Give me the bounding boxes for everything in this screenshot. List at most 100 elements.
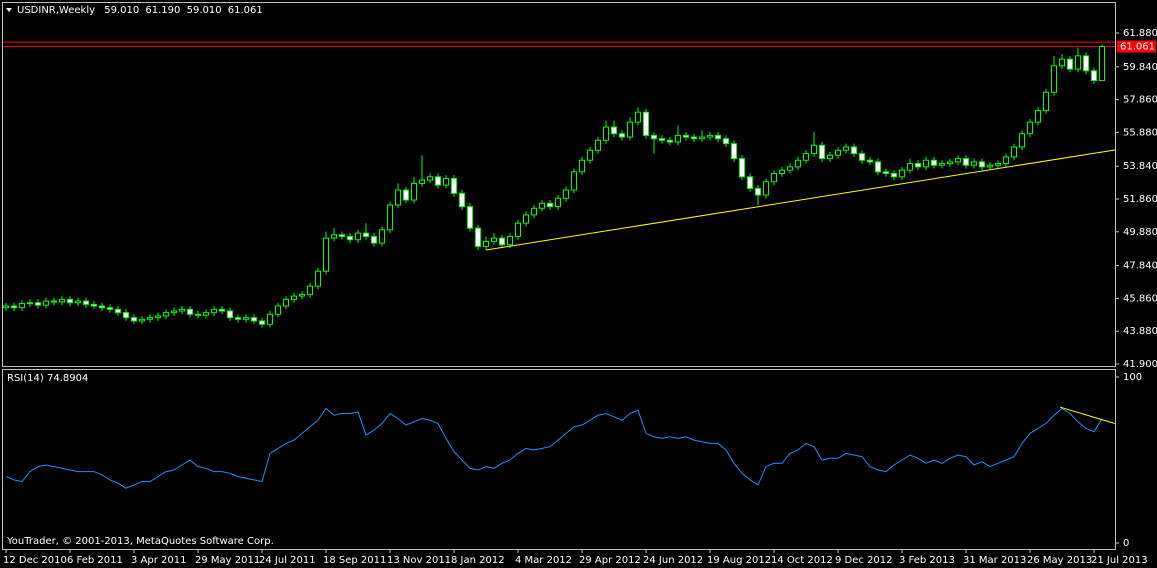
candle-body xyxy=(1019,133,1025,148)
candle-body xyxy=(603,126,609,141)
candle-body xyxy=(411,182,417,201)
candle-body xyxy=(1091,70,1097,82)
candle-body xyxy=(379,229,385,244)
candle-body xyxy=(915,163,921,168)
candle-body xyxy=(739,158,745,178)
candle-body xyxy=(811,144,817,155)
candle-body xyxy=(267,313,273,325)
candle-body xyxy=(211,308,217,314)
candle-body xyxy=(155,315,161,319)
candle-body xyxy=(843,146,849,151)
close: 61.061 xyxy=(228,5,263,16)
candle-body xyxy=(971,161,977,166)
candle-body xyxy=(307,285,313,295)
y-tick-label: 57.860 xyxy=(1123,95,1157,106)
candle-body xyxy=(1051,65,1057,93)
y-tick-label: 43.880 xyxy=(1123,326,1157,337)
symbol: USDINR,Weekly xyxy=(17,5,95,16)
candle-body xyxy=(371,235,377,244)
candle-body xyxy=(331,234,337,239)
y-tick-label: 55.880 xyxy=(1123,127,1157,138)
candle-body xyxy=(451,177,457,194)
candle-body xyxy=(691,136,697,140)
candle-body xyxy=(443,177,449,186)
candle-body xyxy=(699,136,705,140)
price-label: 61.061 xyxy=(1120,42,1155,53)
candle-body xyxy=(995,163,1001,166)
candle-body xyxy=(419,179,425,184)
y-tick-label: 41.900 xyxy=(1123,359,1157,370)
candle-body xyxy=(67,298,73,304)
candle-body xyxy=(1011,146,1017,158)
x-tick-label: 4 Mar 2012 xyxy=(515,555,572,566)
low: 59.010 xyxy=(187,5,222,16)
candle-body xyxy=(219,308,225,312)
candle-body xyxy=(171,310,177,314)
x-tick-label: 13 Nov 2011 xyxy=(387,555,451,566)
candle-body xyxy=(123,312,129,319)
candle-body xyxy=(227,310,233,319)
candle-body xyxy=(891,172,897,178)
candle-body xyxy=(75,300,81,304)
candle-body xyxy=(667,139,673,143)
high: 61.190 xyxy=(145,5,180,16)
candle-body xyxy=(627,121,633,138)
candle-body xyxy=(675,134,681,143)
candle-body xyxy=(787,166,793,171)
candle-body xyxy=(347,235,353,241)
x-tick-label: 3 Apr 2011 xyxy=(131,555,186,566)
candle-body xyxy=(499,237,505,246)
candle-body xyxy=(355,232,361,241)
x-tick-label: 24 Jul 2011 xyxy=(259,555,316,566)
candle-body xyxy=(827,154,833,160)
x-tick-label: 14 Oct 2012 xyxy=(771,555,833,566)
candle-body xyxy=(859,153,865,161)
candle-body xyxy=(595,139,601,151)
candle-body xyxy=(651,134,657,140)
candle-body xyxy=(523,214,529,224)
open: 59.010 xyxy=(104,5,139,16)
candle-body xyxy=(1075,55,1081,70)
candle-body xyxy=(315,270,321,287)
candle-body xyxy=(899,169,905,178)
candle-body xyxy=(1067,58,1073,70)
candle-body xyxy=(507,235,513,246)
candle-body xyxy=(947,161,953,165)
candle-body xyxy=(1043,91,1049,112)
candle-body xyxy=(939,163,945,166)
candle-body xyxy=(563,189,569,199)
y-tick-label: 53.840 xyxy=(1123,161,1157,172)
candle-body xyxy=(867,159,873,163)
candle-body xyxy=(363,232,369,237)
candle-body xyxy=(259,320,265,325)
candle-body xyxy=(1035,110,1041,123)
y-tick-label: 59.840 xyxy=(1123,62,1157,73)
menu-arrow[interactable] xyxy=(6,8,12,12)
candle-body xyxy=(203,312,209,316)
candle-body xyxy=(275,305,281,315)
x-tick-label: 29 Apr 2012 xyxy=(579,555,641,566)
candle-body xyxy=(979,161,985,168)
candle-body xyxy=(835,149,841,156)
candle-body xyxy=(707,134,713,138)
candle-body xyxy=(571,171,577,191)
candle-body xyxy=(883,171,889,174)
candle-body xyxy=(659,138,665,141)
candle-body xyxy=(435,176,441,186)
candle-body xyxy=(955,158,961,163)
candle-body xyxy=(723,138,729,145)
header: USDINR,Weekly 59.010 61.190 59.010 61.06… xyxy=(17,5,263,16)
candle-body xyxy=(3,305,9,309)
y-tick-label: 61.880 xyxy=(1123,28,1157,39)
candle-body xyxy=(635,111,641,123)
candle-body xyxy=(51,300,57,303)
candle-body xyxy=(931,159,937,166)
candle-body xyxy=(923,159,929,168)
candle-body xyxy=(115,308,121,314)
candle-body xyxy=(459,192,465,208)
candle-body xyxy=(91,303,97,307)
candle-body xyxy=(83,300,89,305)
candle-body xyxy=(531,207,537,216)
